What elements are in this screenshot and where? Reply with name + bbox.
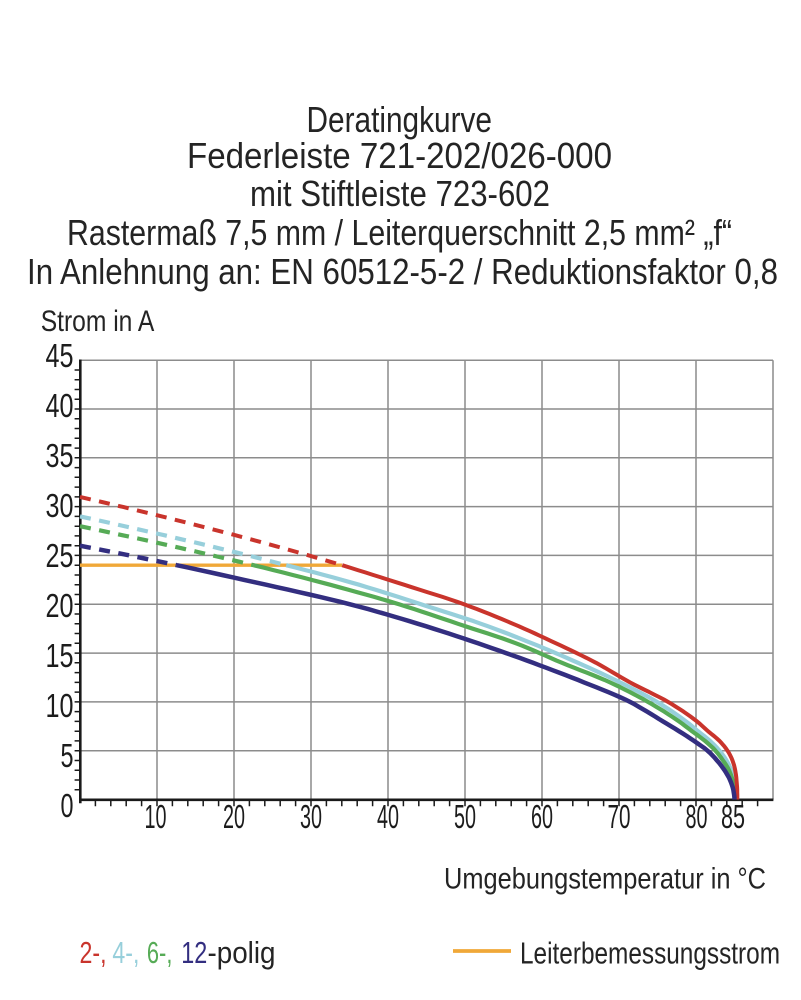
svg-text:60: 60 — [531, 798, 553, 835]
svg-text:20: 20 — [223, 798, 245, 835]
svg-text:0: 0 — [61, 787, 74, 824]
svg-text:-polig: -polig — [208, 935, 276, 970]
svg-text:Leiterbemessungsstrom: Leiterbemessungsstrom — [520, 936, 780, 971]
svg-text:Deratingkurve: Deratingkurve — [307, 99, 493, 140]
svg-text:45: 45 — [46, 337, 74, 374]
svg-text:Federleiste 721-202/026-000: Federleiste 721-202/026-000 — [187, 135, 612, 176]
svg-text:50: 50 — [454, 798, 476, 835]
svg-text:25: 25 — [46, 537, 74, 574]
svg-text:5: 5 — [61, 737, 74, 774]
svg-text:20: 20 — [46, 587, 74, 624]
svg-text:2-,: 2-, — [80, 935, 107, 970]
svg-text:80: 80 — [686, 798, 708, 835]
svg-text:In Anlehnung an: EN 60512-5-2: In Anlehnung an: EN 60512-5-2 / Reduktio… — [27, 251, 778, 292]
svg-text:35: 35 — [46, 437, 74, 474]
svg-text:Umgebungstemperatur in °C: Umgebungstemperatur in °C — [444, 863, 766, 896]
svg-text:mit Stiftleiste 723-602: mit Stiftleiste 723-602 — [250, 173, 550, 214]
svg-text:30: 30 — [46, 487, 74, 524]
svg-text:30: 30 — [300, 798, 322, 835]
svg-text:6-,: 6-, — [147, 935, 173, 970]
svg-text:85: 85 — [721, 798, 745, 835]
svg-text:4-,: 4-, — [112, 935, 139, 970]
svg-text:15: 15 — [46, 637, 74, 674]
svg-text:40: 40 — [46, 387, 74, 424]
svg-text:Strom in A: Strom in A — [41, 305, 155, 338]
svg-text:10: 10 — [145, 798, 167, 835]
svg-text:40: 40 — [377, 798, 399, 835]
svg-text:10: 10 — [46, 687, 74, 724]
svg-text:12: 12 — [181, 935, 207, 970]
svg-text:70: 70 — [608, 798, 631, 835]
svg-text:Rastermaß 7,5 mm / Leiterquers: Rastermaß 7,5 mm / Leiterquerschnitt 2,5… — [67, 212, 732, 253]
